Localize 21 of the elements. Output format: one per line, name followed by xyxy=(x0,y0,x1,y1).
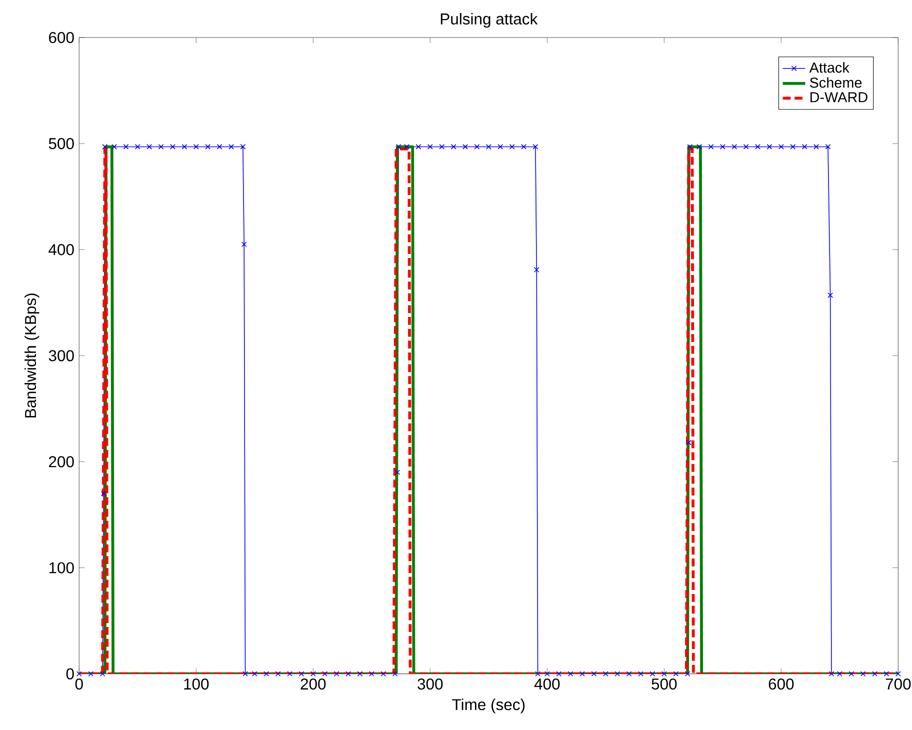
y-tick-label: 100 xyxy=(49,562,74,574)
x-tick-label: 500 xyxy=(652,678,677,690)
x-tick-label: 600 xyxy=(768,678,794,690)
x-tick-label: 0 xyxy=(75,678,83,690)
legend-label: Scheme xyxy=(810,77,862,88)
x-tick-label: 400 xyxy=(534,678,560,690)
chart-title: Pulsing attack xyxy=(440,12,538,28)
x-tick-label: 100 xyxy=(184,678,209,690)
y-tick-label: 400 xyxy=(48,244,74,256)
y-tick-label: 500 xyxy=(48,138,74,150)
legend-label: Attack xyxy=(809,62,850,73)
y-tick-label: 200 xyxy=(48,456,74,468)
y-tick-label: 0 xyxy=(66,668,74,680)
y-tick-label: 300 xyxy=(48,350,74,362)
x-tick-label: 300 xyxy=(418,678,443,690)
y-axis-title: Bandwidth (KBps) xyxy=(24,294,40,418)
legend-label: D-WARD xyxy=(810,92,868,102)
x-tick-label: 200 xyxy=(300,678,326,690)
y-tick-label: 600 xyxy=(49,32,74,44)
x-tick-label: 700 xyxy=(886,678,911,690)
x-axis-title: Time (sec) xyxy=(452,698,525,714)
